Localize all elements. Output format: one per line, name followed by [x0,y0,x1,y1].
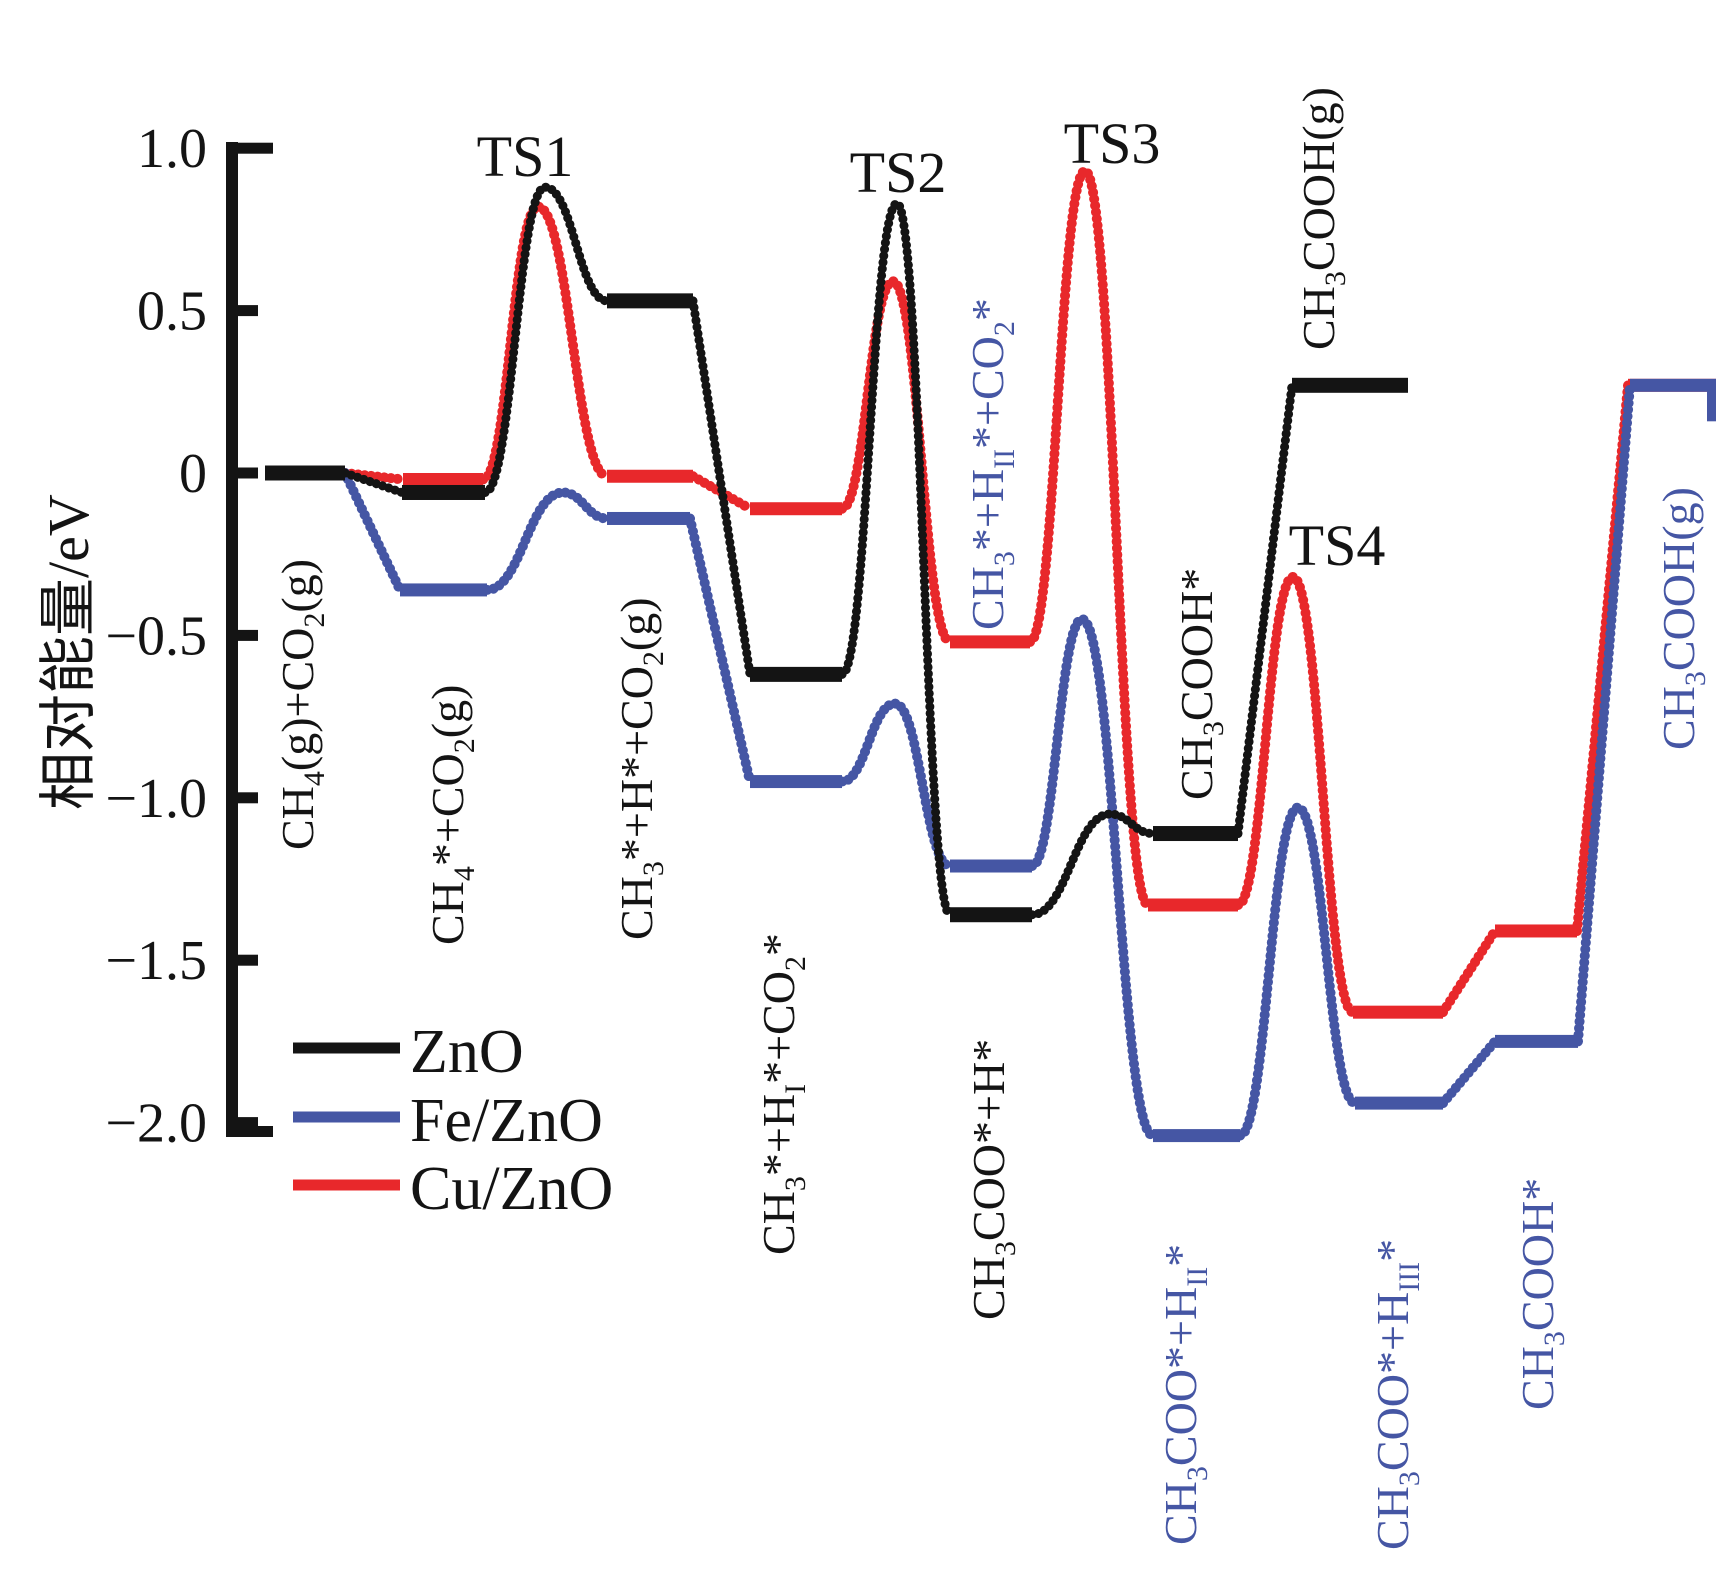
energy-level-bar [1148,898,1238,912]
label-ch3coo-hIII: CH3COO*+HIII* [1367,1239,1426,1550]
energy-level-bar [402,484,485,500]
energy-level-bar [950,907,1032,923]
legend-label-zno: ZnO [410,1018,524,1086]
label-ch3cooh-ads-blue: CH3COOH* [1512,1178,1571,1410]
y-tick [238,305,258,317]
label-ch3coo-hII: CH3COO*+HII* [1155,1244,1214,1545]
y-tick-label: 0.5 [137,281,207,343]
energy-level-bar [950,635,1030,649]
energy-level-bar [750,775,842,789]
energy-level-bar [1495,1034,1578,1048]
energy-level-bar [607,511,690,525]
label-ch3coo-h: CH3COO*+H* [963,1039,1022,1320]
energy-level-bar [1353,1005,1443,1019]
energy-level-bar [607,469,693,483]
label-ch3cooh-ads-zno: CH3COOH* [1171,568,1230,800]
reaction-path-fe-zno [340,380,1635,1141]
energy-level-bar [607,293,693,309]
y-tick-label: 1.0 [137,118,207,180]
y-axis-end-serif [238,1126,273,1137]
y-tick [238,142,273,154]
y-tick-label: 0 [179,443,207,505]
label-ch4g-co2g: CH4(g)+CO2(g) [272,559,331,850]
ts-label-ts1: TS1 [477,124,574,189]
energy-level-bar [400,583,487,597]
y-tick-label: −0.5 [105,605,207,667]
y-axis-title: 相对能量/eV [36,494,101,810]
y-tick [238,629,258,641]
label-ch3-hII-co2ads: CH3*+HII*+CO2* [962,298,1021,630]
y-tick-label: −1.0 [105,768,207,830]
energy-level-bar [750,502,842,516]
energy-level-bar [1630,378,1716,392]
series-fe-zno [340,378,1716,1143]
energy-level-bar [1153,826,1238,842]
y-axis: 1.0 0.5 0 −0.5 −1.0 −1.5 −2.0 相对能量/eV [36,118,273,1155]
label-ch3cooh-gas-blue: CH3COOH(g) [1653,487,1712,750]
energy-level-bar [1153,1129,1240,1143]
series-zno [265,182,1408,923]
energy-level-bar [1292,377,1408,393]
ts-label-ts4: TS4 [1289,513,1386,578]
label-ch3-hI-co2ads: CH3*+HI*+CO2* [753,933,812,1255]
ts-label-ts2: TS2 [850,140,947,205]
reaction-path-zno [340,182,1297,920]
legend-label-cu-zno: Cu/ZnO [410,1155,613,1223]
energy-level-bar [1495,924,1577,938]
y-tick [238,467,258,479]
energy-level-bar [1355,1096,1443,1110]
label-ch3cooh-gas-zno: CH3COOH(g) [1293,87,1352,350]
energy-level-bar [265,465,345,481]
ts-label-ts3: TS3 [1064,111,1161,176]
legend-label-fe-zno: Fe/ZnO [410,1087,603,1155]
label-ch4ads-co2g: CH4*+CO2(g) [422,685,481,945]
energy-level-bar [403,472,483,486]
y-tick-label: −1.5 [105,930,207,992]
y-axis-spine [226,142,238,1137]
series-cu-zno [340,165,1716,1019]
y-tick [238,1117,258,1129]
energy-level-end-stub [1707,379,1716,422]
label-ch3-h-co2g: CH3*+H*+CO2(g) [611,597,670,940]
y-tick [238,792,258,804]
energy-level-bar [750,666,842,682]
y-tick-label: −2.0 [105,1093,207,1155]
y-tick [238,954,258,966]
energy-level-bar [950,859,1032,873]
